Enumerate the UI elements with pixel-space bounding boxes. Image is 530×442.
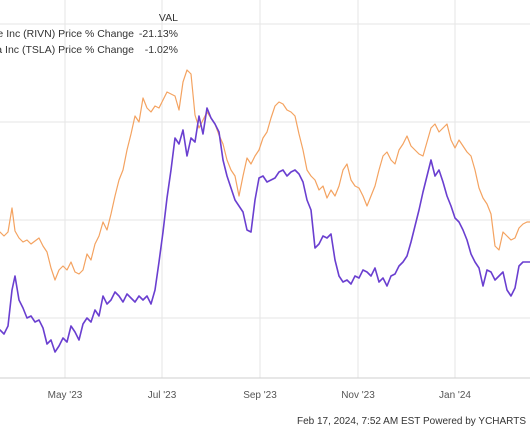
legend: VAL Rivian Automotive Inc (RIVN) Price %… [0, 10, 178, 58]
tsla-series-line[interactable] [0, 69, 530, 281]
legend-row-tsla[interactable]: Tesla Inc (TSLA) Price % Change -1.02% [0, 42, 178, 58]
grid-lines [0, 0, 530, 378]
legend-name-tsla: Tesla Inc (TSLA) Price % Change [0, 44, 134, 56]
series-lines [0, 69, 530, 353]
x-tick-labels: May '23 Jul '23 Sep '23 Nov '23 Jan '24 [48, 390, 472, 401]
legend-row-rivn[interactable]: Rivian Automotive Inc (RIVN) Price % Cha… [0, 26, 178, 42]
x-tick-label: Sep '23 [243, 390, 277, 401]
legend-value-rivn: -21.13% [138, 28, 178, 40]
rivn-series-line[interactable] [0, 107, 530, 353]
x-tick-label: Jan '24 [439, 390, 471, 401]
legend-value-tsla: -1.02% [144, 44, 178, 56]
x-tick-label: Jul '23 [148, 390, 177, 401]
x-tick-label: Nov '23 [341, 390, 375, 401]
chart-footer: Feb 17, 2024, 7:52 AM EST Powered by YCH… [296, 416, 526, 427]
legend-name-rivn: Rivian Automotive Inc (RIVN) Price % Cha… [0, 28, 134, 40]
legend-header-val: VAL [158, 12, 178, 24]
x-tick-label: May '23 [48, 390, 83, 401]
